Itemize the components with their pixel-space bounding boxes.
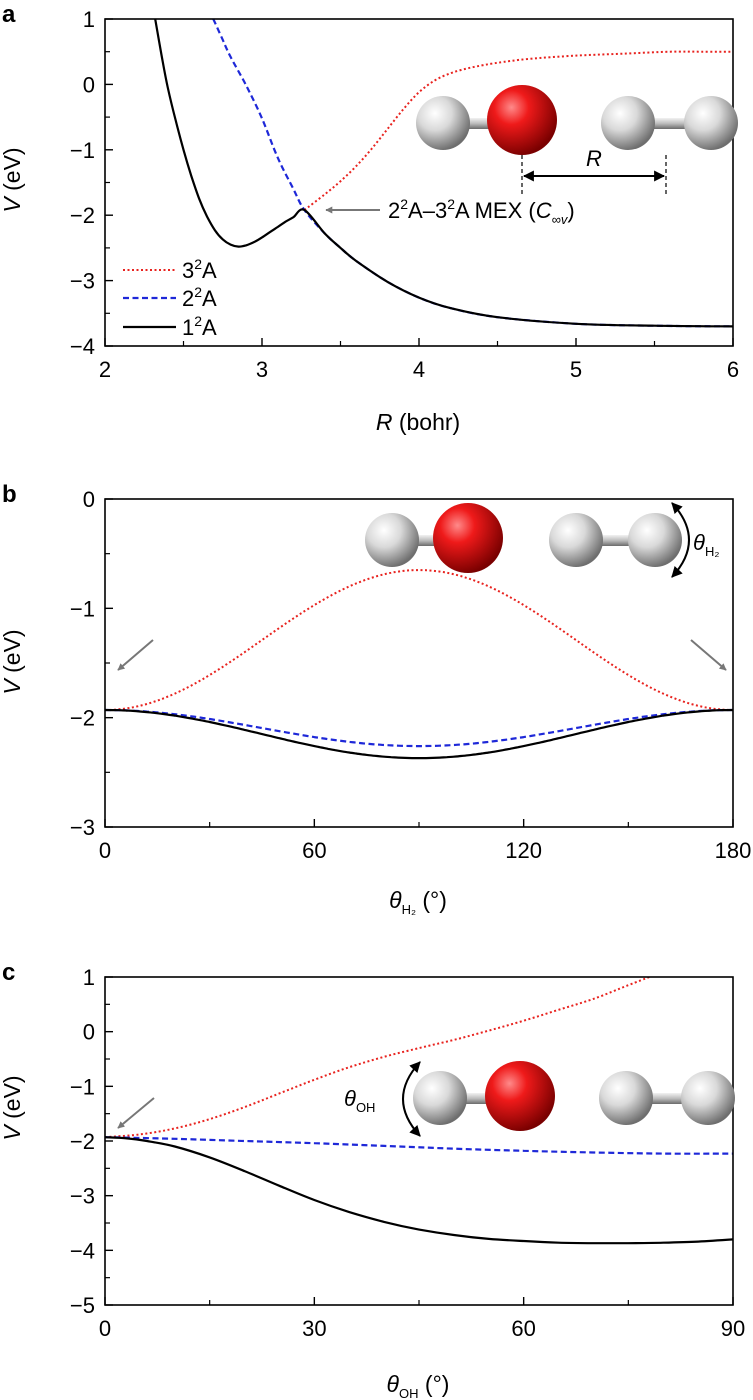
y-tick-label: −2 (70, 1129, 95, 1154)
series-line-solid (154, 19, 733, 328)
legend-entry-1-2A: 12A (123, 313, 217, 340)
x-tick-label: 0 (99, 1316, 111, 1341)
pointer-arrow-right (690, 639, 727, 671)
oxygen-atom (487, 85, 557, 155)
molecule-inset-c: θOH (344, 1061, 735, 1137)
oxygen-atom (433, 503, 503, 573)
y-tick-label: 0 (83, 1020, 95, 1045)
series-line-dotted (303, 50, 733, 211)
y-tick-label: −3 (70, 815, 95, 840)
x-tick-label: 3 (256, 357, 268, 382)
series-line-solid (105, 708, 733, 760)
legend-entry-2-2A: 22A (123, 284, 217, 311)
plot-frame (104, 976, 734, 1306)
series-line-dashed (212, 19, 733, 328)
mex-annotation: 22A–32A MEX (C∞v) (325, 196, 575, 227)
rotation-arrow-h2 (671, 502, 690, 578)
hydrogen-atom (628, 513, 682, 567)
x-tick-label: 180 (715, 838, 752, 863)
pointer-arrow-left (117, 639, 154, 671)
legend: 32A 22A 12A (123, 256, 217, 340)
x-tick-label: 5 (570, 357, 582, 382)
x-tick-label: 30 (302, 1316, 326, 1341)
hydrogen-atom (681, 1071, 735, 1125)
hydrogen-atom (413, 1071, 467, 1125)
y-tick-label: −3 (70, 269, 95, 294)
y-tick-label: 1 (83, 965, 95, 990)
series-group (105, 569, 733, 760)
hydrogen-atom (599, 1071, 653, 1125)
y-tick-label: −1 (70, 138, 95, 163)
hydrogen-atom (684, 96, 738, 150)
bond-oh (440, 1093, 516, 1104)
series-line-dashed (105, 1136, 733, 1155)
y-tick-label: −4 (70, 1238, 95, 1263)
series-line-dotted (105, 569, 733, 711)
x-axis-label-c: θOH (°) (387, 1371, 450, 1400)
hydrogen-atom (416, 96, 470, 150)
y-axis-label-a: V (eV) (0, 147, 25, 212)
theta-h2-label: θH₂ (693, 530, 719, 559)
x-tick-label: 60 (302, 838, 326, 863)
y-axis-label-b: V (eV) (0, 629, 25, 694)
molecule-inset-a: R (416, 85, 738, 195)
pointer-arrow-left (117, 1097, 155, 1129)
x-tick-label: 90 (721, 1316, 745, 1341)
y-axis-label-c: V (eV) (0, 1075, 25, 1140)
plot-b: 0 60 120 180 0 −1 −2 −3 (70, 487, 751, 863)
panel-b: 0 60 120 180 0 −1 −2 −3 b θH₂ V (eV) θH₂ (°) (0, 481, 751, 917)
hydrogen-atom (549, 513, 603, 567)
panel-letter-a: a (2, 1, 16, 28)
x-tick-label: 60 (511, 1316, 535, 1341)
legend-label: 32A (182, 256, 217, 283)
x-axis-label-a: R (bohr) (376, 409, 460, 435)
plot-c: 0 30 60 90 1 0 −1 −2 −3 −4 −5 (70, 965, 745, 1341)
series-group (105, 977, 733, 1245)
plot-a: 2 3 4 5 6 1 0 −1 −2 −3 −4 (70, 7, 739, 382)
mex-label: 22A–32A MEX (C∞v) (388, 196, 575, 227)
rotation-arrow-oh (402, 1061, 421, 1137)
x-tick-label: 2 (99, 357, 111, 382)
hydrogen-atom (601, 96, 655, 150)
x-axis-label-b: θH₂ (°) (389, 887, 447, 917)
x-tick-label: 6 (727, 357, 739, 382)
theta-oh-label: θOH (344, 1086, 375, 1115)
series-line-solid (105, 1136, 733, 1245)
y-tick-label: −4 (70, 334, 95, 359)
panel-letter-b: b (2, 481, 17, 508)
y-tick-label: 0 (83, 487, 95, 512)
hydrogen-atom (365, 513, 419, 567)
x-tick-label: 4 (413, 357, 425, 382)
y-tick-label: −2 (70, 203, 95, 228)
legend-label: 22A (182, 284, 217, 311)
bond-oh (445, 118, 513, 129)
legend-entry-3-2A: 32A (123, 256, 217, 283)
y-tick-label: 0 (83, 72, 95, 97)
oxygen-atom (485, 1061, 555, 1131)
bond-hh (628, 118, 708, 129)
x-tick-label: 120 (505, 838, 542, 863)
y-tick-label: −5 (70, 1293, 95, 1318)
y-tick-label: 1 (83, 7, 95, 32)
series-line-dashed (105, 708, 733, 748)
x-tick-label: 0 (99, 838, 111, 863)
bond-oh (392, 535, 464, 546)
series-group (154, 19, 733, 328)
panel-letter-c: c (2, 959, 15, 986)
panel-c: 0 30 60 90 1 0 −1 −2 −3 −4 −5 c θOH V (eV) θOH (°) (0, 959, 745, 1400)
bond-hh (626, 1093, 706, 1104)
y-tick-label: −1 (70, 1074, 95, 1099)
series-line-dotted (105, 977, 650, 1139)
y-tick-label: −2 (70, 706, 95, 731)
panel-a: 2 3 4 5 6 1 0 −1 −2 −3 −4 a R 22A–32A MEX (C∞v) 32A (0, 1, 739, 435)
legend-label: 12A (182, 313, 217, 340)
y-tick-label: −3 (70, 1184, 95, 1209)
y-tick-label: −1 (70, 596, 95, 621)
distance-label: R (586, 146, 602, 171)
molecule-inset-b: θH₂ (365, 502, 719, 578)
bond-hh (576, 535, 654, 546)
